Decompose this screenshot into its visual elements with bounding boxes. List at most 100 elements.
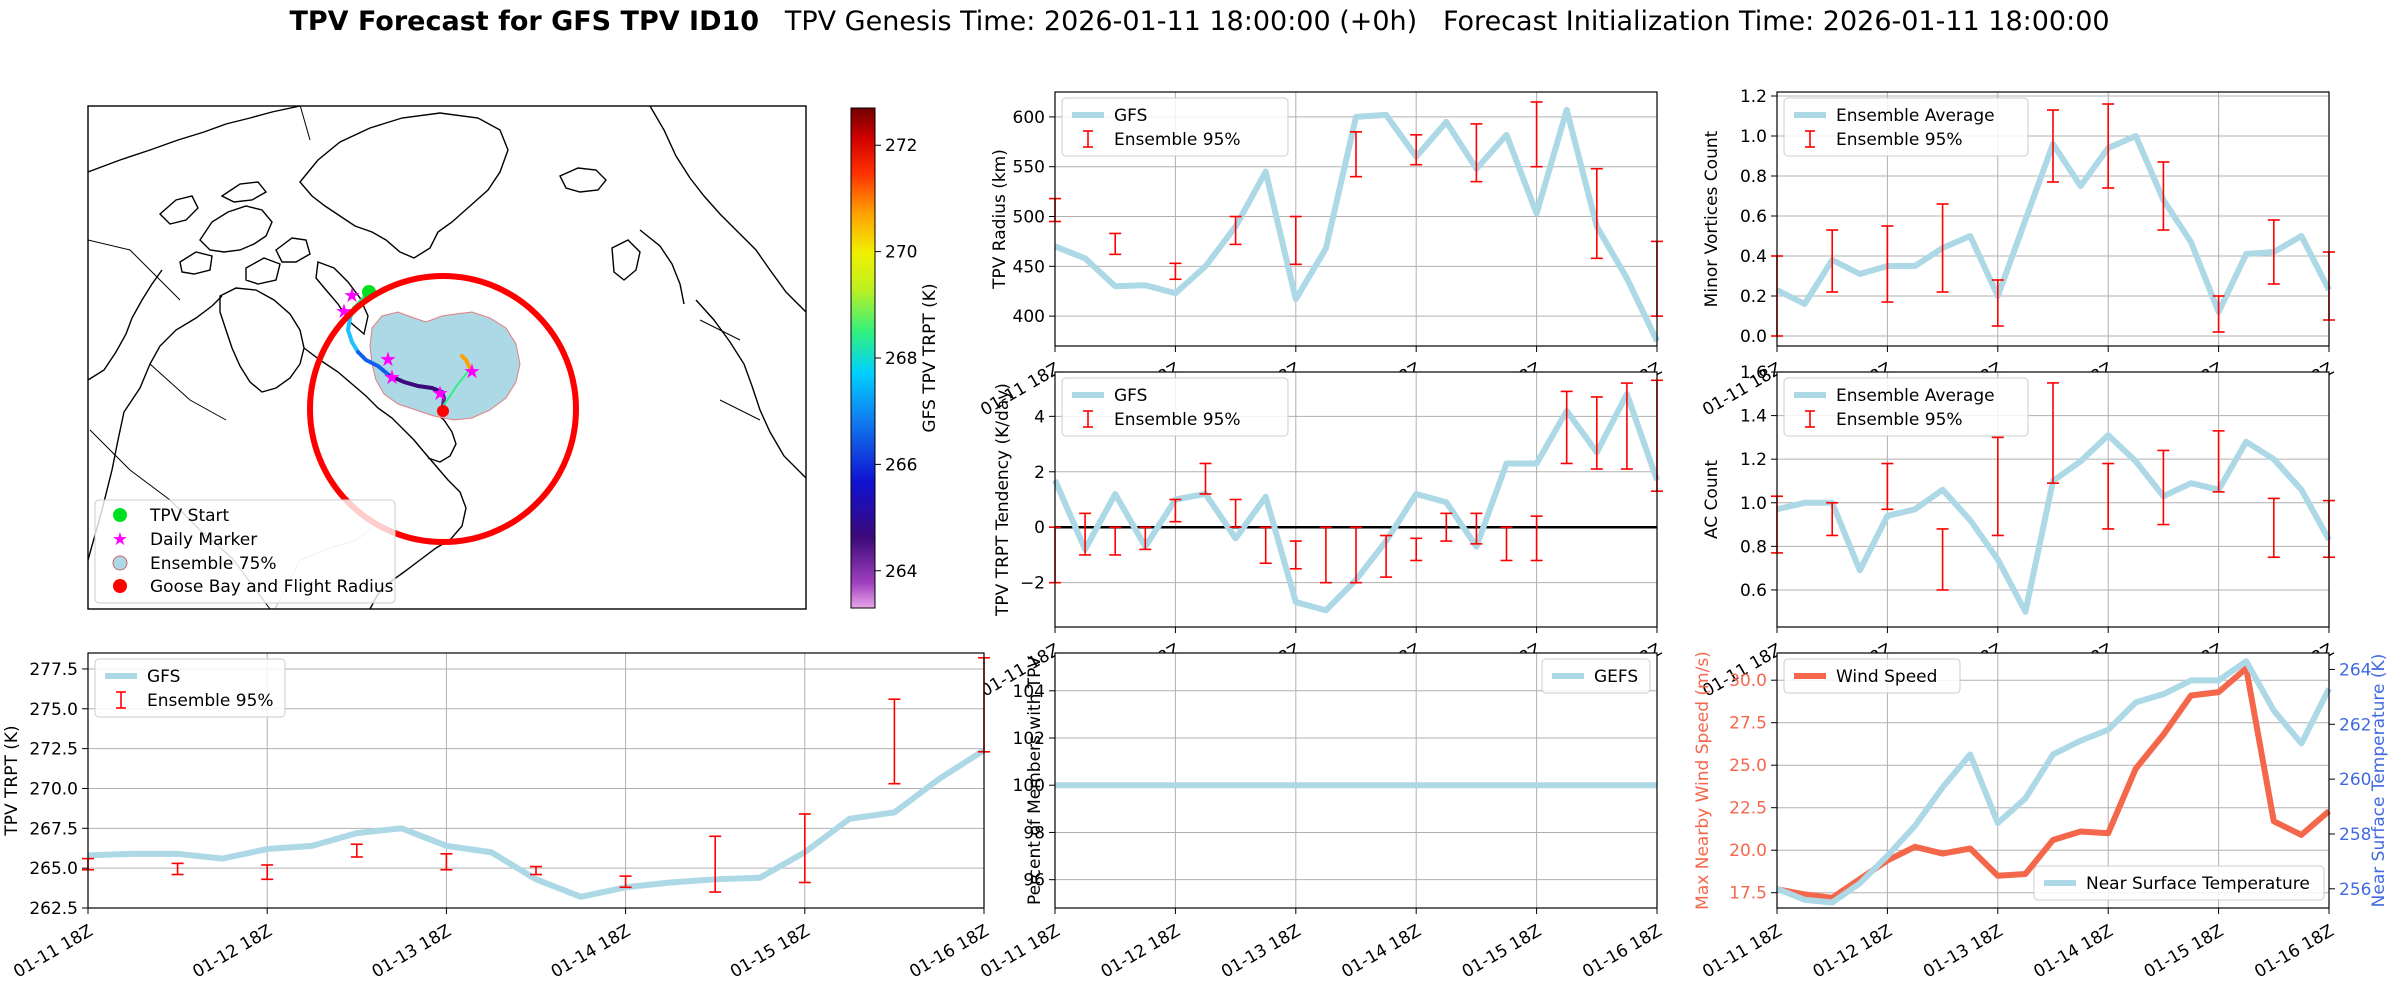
x-tick-label: 01-12 18Z	[1810, 921, 1896, 982]
y-tick-label: 98	[1023, 823, 1045, 843]
coastline-alaska	[88, 269, 163, 381]
daily-markers: ★ ★ ★ ★ ★ ★	[335, 283, 481, 405]
error-bar	[2157, 161, 2170, 231]
x-tick-label: 01-13 18Z	[1920, 921, 2006, 982]
y-tick-label: 275.0	[29, 700, 78, 720]
coastline-north-america	[88, 295, 467, 609]
gfs-series-line	[87, 747, 986, 900]
error-bar	[1350, 131, 1362, 178]
error-bar	[1229, 215, 1242, 246]
y-tick-label: 262.5	[29, 899, 78, 919]
legend-goose-bay-icon	[113, 579, 127, 593]
error-bar	[1500, 526, 1513, 562]
plot-frame	[87, 652, 985, 909]
colorbar-tick-label: 268	[885, 349, 917, 369]
x-tick-label: 01-12 18Z	[189, 921, 275, 982]
legend-box	[2033, 865, 2325, 901]
chart-tpv-trpt: 262.5 265.0 267.5 270.0 272.5 275.0 277.5 01-11…	[2, 652, 993, 982]
legend-ensemble-icon	[112, 555, 128, 571]
temperature-line	[1775, 658, 2332, 906]
error-bar	[2102, 103, 2115, 189]
y-tick-label: 272.5	[29, 740, 78, 760]
legend-daily-marker-icon: ★	[112, 529, 128, 550]
y-tick-label: 0.8	[1740, 537, 1767, 557]
plot-frame	[1776, 91, 2330, 347]
x-tick-label: 01-16 18Z	[906, 921, 992, 982]
colorbar-tick-label: 270	[885, 243, 917, 263]
error-bar	[2047, 382, 2059, 484]
legend-label: Ensemble 95%	[1836, 130, 1963, 150]
daily-marker: ★	[383, 365, 401, 389]
error-bar	[1590, 396, 1603, 470]
error-bar	[350, 843, 363, 858]
colorbar-tick-label: 264	[885, 562, 917, 582]
y2-tick-label: 262	[2339, 715, 2371, 735]
y2-tick-label: 260	[2339, 770, 2371, 790]
x-tick-label: 01-16 18Z	[2251, 921, 2337, 982]
y-tick-label: 2	[1034, 463, 1045, 483]
x-tick-label: 01-15 18Z	[1459, 921, 1545, 982]
x-tick-label: 01-15 18Z	[727, 921, 813, 982]
x-tick-label: 01-11 18Z	[1699, 921, 1785, 982]
chart-legend: GFS Ensemble 95%	[94, 658, 286, 718]
y-tick-label: 0.8	[1740, 167, 1767, 187]
y-tick-label: 1.0	[1740, 127, 1767, 147]
colorbar-tick-label: 266	[885, 455, 917, 475]
error-bar	[2267, 497, 2280, 559]
y-tick-label: 1.6	[1740, 363, 1767, 383]
x-tick-label: 01-11 18Z	[10, 921, 96, 982]
y-tick-label: −2	[1020, 574, 1045, 594]
y-tick-label: 104	[1013, 682, 1045, 702]
chart-legend: Wind Speed	[1783, 658, 1961, 694]
legend-box	[1061, 377, 1289, 437]
colorbar-gradient	[850, 107, 876, 609]
error-bar	[798, 813, 811, 884]
legend-box	[1783, 97, 2029, 157]
colorbar-label: GFS TPV TRPT (K)	[920, 283, 940, 432]
y-tick-label: 27.5	[1729, 714, 1767, 734]
y-axis-label: TPV Radius (km)	[990, 149, 1010, 290]
y-axis-label: TPV TRPT (K)	[2, 725, 22, 836]
y-tick-label: 102	[1013, 729, 1045, 749]
map-frame	[87, 105, 807, 610]
title-genesis: TPV Genesis Time: 2026-01-11 18:00:00 (+…	[784, 6, 1418, 37]
chart-legend: Ensemble Average Ensemble 95%	[1783, 97, 2029, 157]
y-tick-label: 1.2	[1740, 87, 1767, 107]
y-tick-label: 400	[1013, 307, 1045, 327]
x-tick-label: 01-16 18Z	[1579, 921, 1665, 982]
error-bar	[619, 875, 632, 889]
ensemble-75-region	[369, 311, 521, 421]
error-bar	[1936, 528, 1949, 591]
y-tick-label: 1.2	[1740, 450, 1767, 470]
goose-bay-marker	[437, 405, 449, 417]
chart-wind-temperature: 17.5 20.0 22.5 25.0 27.5 30.0 01-11 18Z 01-12 1…	[1693, 651, 2389, 982]
y-tick-label: 600	[1013, 108, 1045, 128]
colorbar-ticks: 264 266 268 270 272	[875, 136, 917, 582]
legend-label: GFS	[1114, 386, 1147, 406]
error-bar	[2267, 219, 2280, 285]
error-bar	[2047, 109, 2059, 183]
daily-marker: ★	[463, 359, 481, 383]
y-tick-label: 450	[1013, 257, 1045, 277]
error-bar	[1079, 512, 1092, 556]
legend-box	[1783, 658, 1961, 694]
legend-box	[1061, 97, 1289, 157]
coastline-uk	[611, 239, 641, 281]
error-bar	[2212, 295, 2225, 333]
chart-legend: GFS Ensemble 95%	[1061, 97, 1289, 157]
error-bar	[1530, 101, 1543, 168]
error-bar	[1139, 526, 1152, 551]
chart-legend: Ensemble Average Ensemble 95%	[1783, 377, 2029, 437]
y-tick-label: 22.5	[1729, 799, 1767, 819]
legend-label: Ensemble Average	[1836, 386, 1995, 406]
legend-label: Ensemble 95%	[147, 691, 274, 711]
coastline-europe	[639, 106, 806, 479]
error-bar	[1169, 262, 1182, 281]
error-bar	[1410, 537, 1423, 562]
legend-tpv-start-icon	[113, 508, 127, 522]
tpv-track	[345, 290, 472, 408]
